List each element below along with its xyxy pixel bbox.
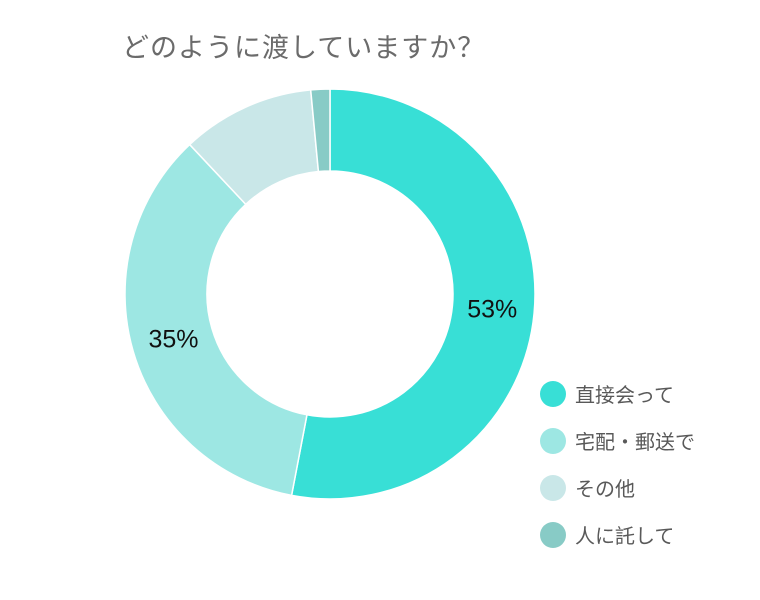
legend-label-1: 直接会って [575,383,674,407]
legend-item-1: 直接会って [540,370,695,417]
legend-item-3: その他 [540,464,695,511]
legend-label-2: 宅配・郵送で [575,430,695,454]
slice-label-1: 53% [467,295,517,323]
legend-item-2: 宅配・郵送で [540,417,695,464]
legend-swatch-2 [540,427,566,454]
donut-slice-2 [124,143,308,497]
donut-slice-1 [290,88,536,500]
donut-slice-4 [309,88,331,173]
chart-legend: 直接会って宅配・郵送で その他人に託して [540,370,695,558]
legend-swatch-1 [540,380,566,407]
legend-label-3: その他 [575,477,635,501]
legend-item-4: 人に託して [540,511,695,558]
chart-title: どのように渡していますか？ [122,33,486,64]
legend-label-4: 人に託して [575,524,675,548]
slice-label-2: 35% [148,325,198,353]
legend-swatch-4 [540,521,566,548]
legend-swatch-3 [540,474,566,501]
